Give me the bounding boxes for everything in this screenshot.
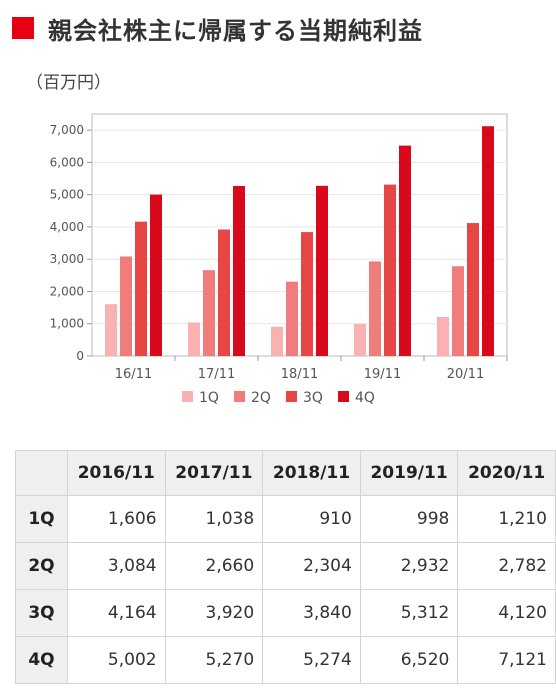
y-tick-label: 0 xyxy=(76,349,84,363)
x-tick-label: 19/11 xyxy=(364,367,401,382)
bar-4q-19-11 xyxy=(399,145,411,356)
bar-1q-16-11 xyxy=(105,304,117,356)
bar-4q-16-11 xyxy=(150,194,162,356)
column-header: 2020/11 xyxy=(457,450,556,496)
bar-1q-18-11 xyxy=(271,326,283,356)
table-cell: 4,164 xyxy=(66,589,166,637)
table-cell: 4,120 xyxy=(457,589,556,637)
legend-swatch-4q xyxy=(338,391,349,402)
bar-4q-18-11 xyxy=(316,185,328,356)
table-cell: 2,304 xyxy=(262,542,361,590)
bar-3q-18-11 xyxy=(301,232,313,356)
y-tick-label: 5,000 xyxy=(50,188,84,202)
bar-1q-20-11 xyxy=(437,316,449,356)
table-cell: 3,920 xyxy=(164,589,264,637)
bar-3q-19-11 xyxy=(384,184,396,356)
table-row: 4Q 5,002 5,270 5,274 6,520 7,121 xyxy=(15,636,556,684)
table-cell: 1,210 xyxy=(457,495,556,543)
y-tick-label: 4,000 xyxy=(50,220,84,234)
bar-3q-17-11 xyxy=(218,229,230,356)
table-cell: 5,274 xyxy=(262,636,361,684)
heading-marker xyxy=(12,17,34,39)
bar-4q-17-11 xyxy=(233,185,245,356)
table-cell: 2,660 xyxy=(164,542,264,590)
table-cell: 998 xyxy=(359,495,459,543)
table-cell: 2,932 xyxy=(359,542,459,590)
table-row: 1Q 1,606 1,038 910 998 1,210 xyxy=(15,495,556,543)
y-tick-label: 6,000 xyxy=(50,155,84,169)
table-header-row: 2016/11 2017/11 2018/11 2019/11 2020/11 xyxy=(15,450,556,496)
y-tick-label: 7,000 xyxy=(50,123,84,137)
column-header: 2019/11 xyxy=(359,450,459,496)
bar-1q-17-11 xyxy=(188,322,200,356)
column-header: 2017/11 xyxy=(164,450,264,496)
legend-label-4q: 4Q xyxy=(355,390,375,406)
table-cell: 1,038 xyxy=(164,495,264,543)
table-cell: 3,084 xyxy=(66,542,166,590)
bar-2q-16-11 xyxy=(120,256,132,356)
table-row: 3Q 4,164 3,920 3,840 5,312 4,120 xyxy=(15,589,556,637)
legend-label-1q: 1Q xyxy=(199,390,219,406)
row-header: 4Q xyxy=(15,636,68,684)
y-tick-label: 1,000 xyxy=(50,317,84,331)
row-header: 3Q xyxy=(15,589,68,637)
legend-swatch-1q xyxy=(182,391,193,402)
legend-label-3q: 3Q xyxy=(303,390,323,406)
y-tick-label: 2,000 xyxy=(50,284,84,298)
table-cell: 5,002 xyxy=(66,636,166,684)
page-title: 親会社株主に帰属する当期純利益 xyxy=(48,16,423,45)
data-table: 2016/11 2017/11 2018/11 2019/11 2020/11 … xyxy=(15,450,556,684)
bar-2q-18-11 xyxy=(286,281,298,356)
net-income-bar-chart: 0 1,000 2,000 3,000 4,000 5,000 6,000 7,000 16/1… xyxy=(50,113,508,406)
bar-2q-17-11 xyxy=(203,270,215,356)
bar-2q-19-11 xyxy=(369,261,381,356)
page-heading: 親会社株主に帰属する当期純利益 xyxy=(12,10,423,46)
bar-2q-20-11 xyxy=(452,266,464,356)
legend-label-2q: 2Q xyxy=(251,390,271,406)
table-cell: 2,782 xyxy=(457,542,556,590)
bar-3q-20-11 xyxy=(467,223,479,356)
x-tick-label: 16/11 xyxy=(115,367,152,382)
bar-3q-16-11 xyxy=(135,221,147,356)
table-cell: 910 xyxy=(262,495,361,543)
x-tick-label: 20/11 xyxy=(447,367,484,382)
unit-label: （百万円） xyxy=(26,73,111,93)
legend-swatch-2q xyxy=(234,391,245,402)
x-tick-label: 18/11 xyxy=(281,367,318,382)
table-cell: 5,270 xyxy=(164,636,264,684)
table-row: 2Q 3,084 2,660 2,304 2,932 2,782 xyxy=(15,542,556,590)
table-cell: 6,520 xyxy=(359,636,459,684)
table-cell: 1,606 xyxy=(66,495,166,543)
column-header: 2016/11 xyxy=(66,450,166,496)
column-header: 2018/11 xyxy=(262,450,361,496)
table-corner-cell xyxy=(15,450,68,496)
table-cell: 3,840 xyxy=(262,589,361,637)
bar-4q-20-11 xyxy=(482,126,494,356)
row-header: 2Q xyxy=(15,542,68,590)
legend-swatch-3q xyxy=(286,391,297,402)
y-tick-label: 3,000 xyxy=(50,252,84,266)
row-header: 1Q xyxy=(15,495,68,543)
x-tick-label: 17/11 xyxy=(198,367,235,382)
table-cell: 5,312 xyxy=(359,589,459,637)
table-cell: 7,121 xyxy=(457,636,556,684)
bar-1q-19-11 xyxy=(354,323,366,356)
